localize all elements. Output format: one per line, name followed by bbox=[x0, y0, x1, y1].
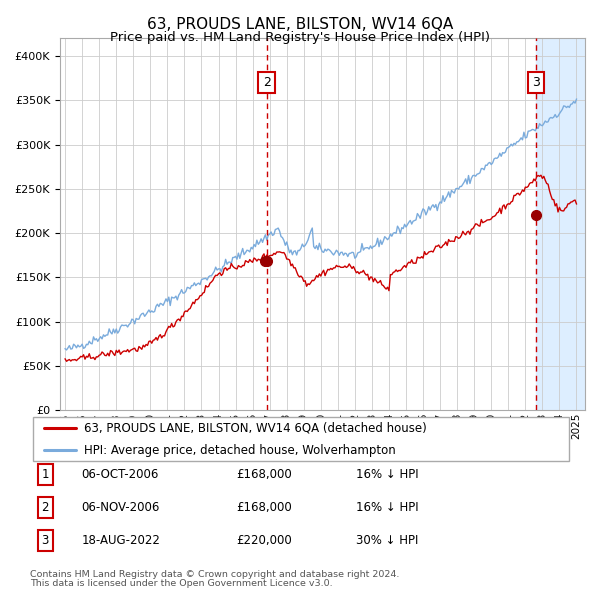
Text: 63, PROUDS LANE, BILSTON, WV14 6QA (detached house): 63, PROUDS LANE, BILSTON, WV14 6QA (deta… bbox=[85, 421, 427, 434]
Text: 2: 2 bbox=[263, 76, 271, 89]
Text: 30% ↓ HPI: 30% ↓ HPI bbox=[356, 534, 418, 547]
Text: £168,000: £168,000 bbox=[236, 501, 292, 514]
Text: 1: 1 bbox=[41, 468, 49, 481]
Text: 16% ↓ HPI: 16% ↓ HPI bbox=[356, 468, 418, 481]
Text: Price paid vs. HM Land Registry's House Price Index (HPI): Price paid vs. HM Land Registry's House … bbox=[110, 31, 490, 44]
Text: 06-NOV-2006: 06-NOV-2006 bbox=[82, 501, 160, 514]
Text: £220,000: £220,000 bbox=[236, 534, 292, 547]
Text: 63, PROUDS LANE, BILSTON, WV14 6QA: 63, PROUDS LANE, BILSTON, WV14 6QA bbox=[147, 17, 453, 31]
Text: This data is licensed under the Open Government Licence v3.0.: This data is licensed under the Open Gov… bbox=[30, 579, 332, 588]
Text: HPI: Average price, detached house, Wolverhampton: HPI: Average price, detached house, Wolv… bbox=[85, 444, 396, 457]
Text: 3: 3 bbox=[41, 534, 49, 547]
Bar bbox=[536, 38, 593, 410]
FancyBboxPatch shape bbox=[33, 417, 569, 461]
Text: 06-OCT-2006: 06-OCT-2006 bbox=[82, 468, 159, 481]
Text: 3: 3 bbox=[532, 76, 540, 89]
Text: 16% ↓ HPI: 16% ↓ HPI bbox=[356, 501, 418, 514]
Text: £168,000: £168,000 bbox=[236, 468, 292, 481]
Text: Contains HM Land Registry data © Crown copyright and database right 2024.: Contains HM Land Registry data © Crown c… bbox=[30, 570, 400, 579]
Text: 18-AUG-2022: 18-AUG-2022 bbox=[82, 534, 160, 547]
Text: 2: 2 bbox=[41, 501, 49, 514]
